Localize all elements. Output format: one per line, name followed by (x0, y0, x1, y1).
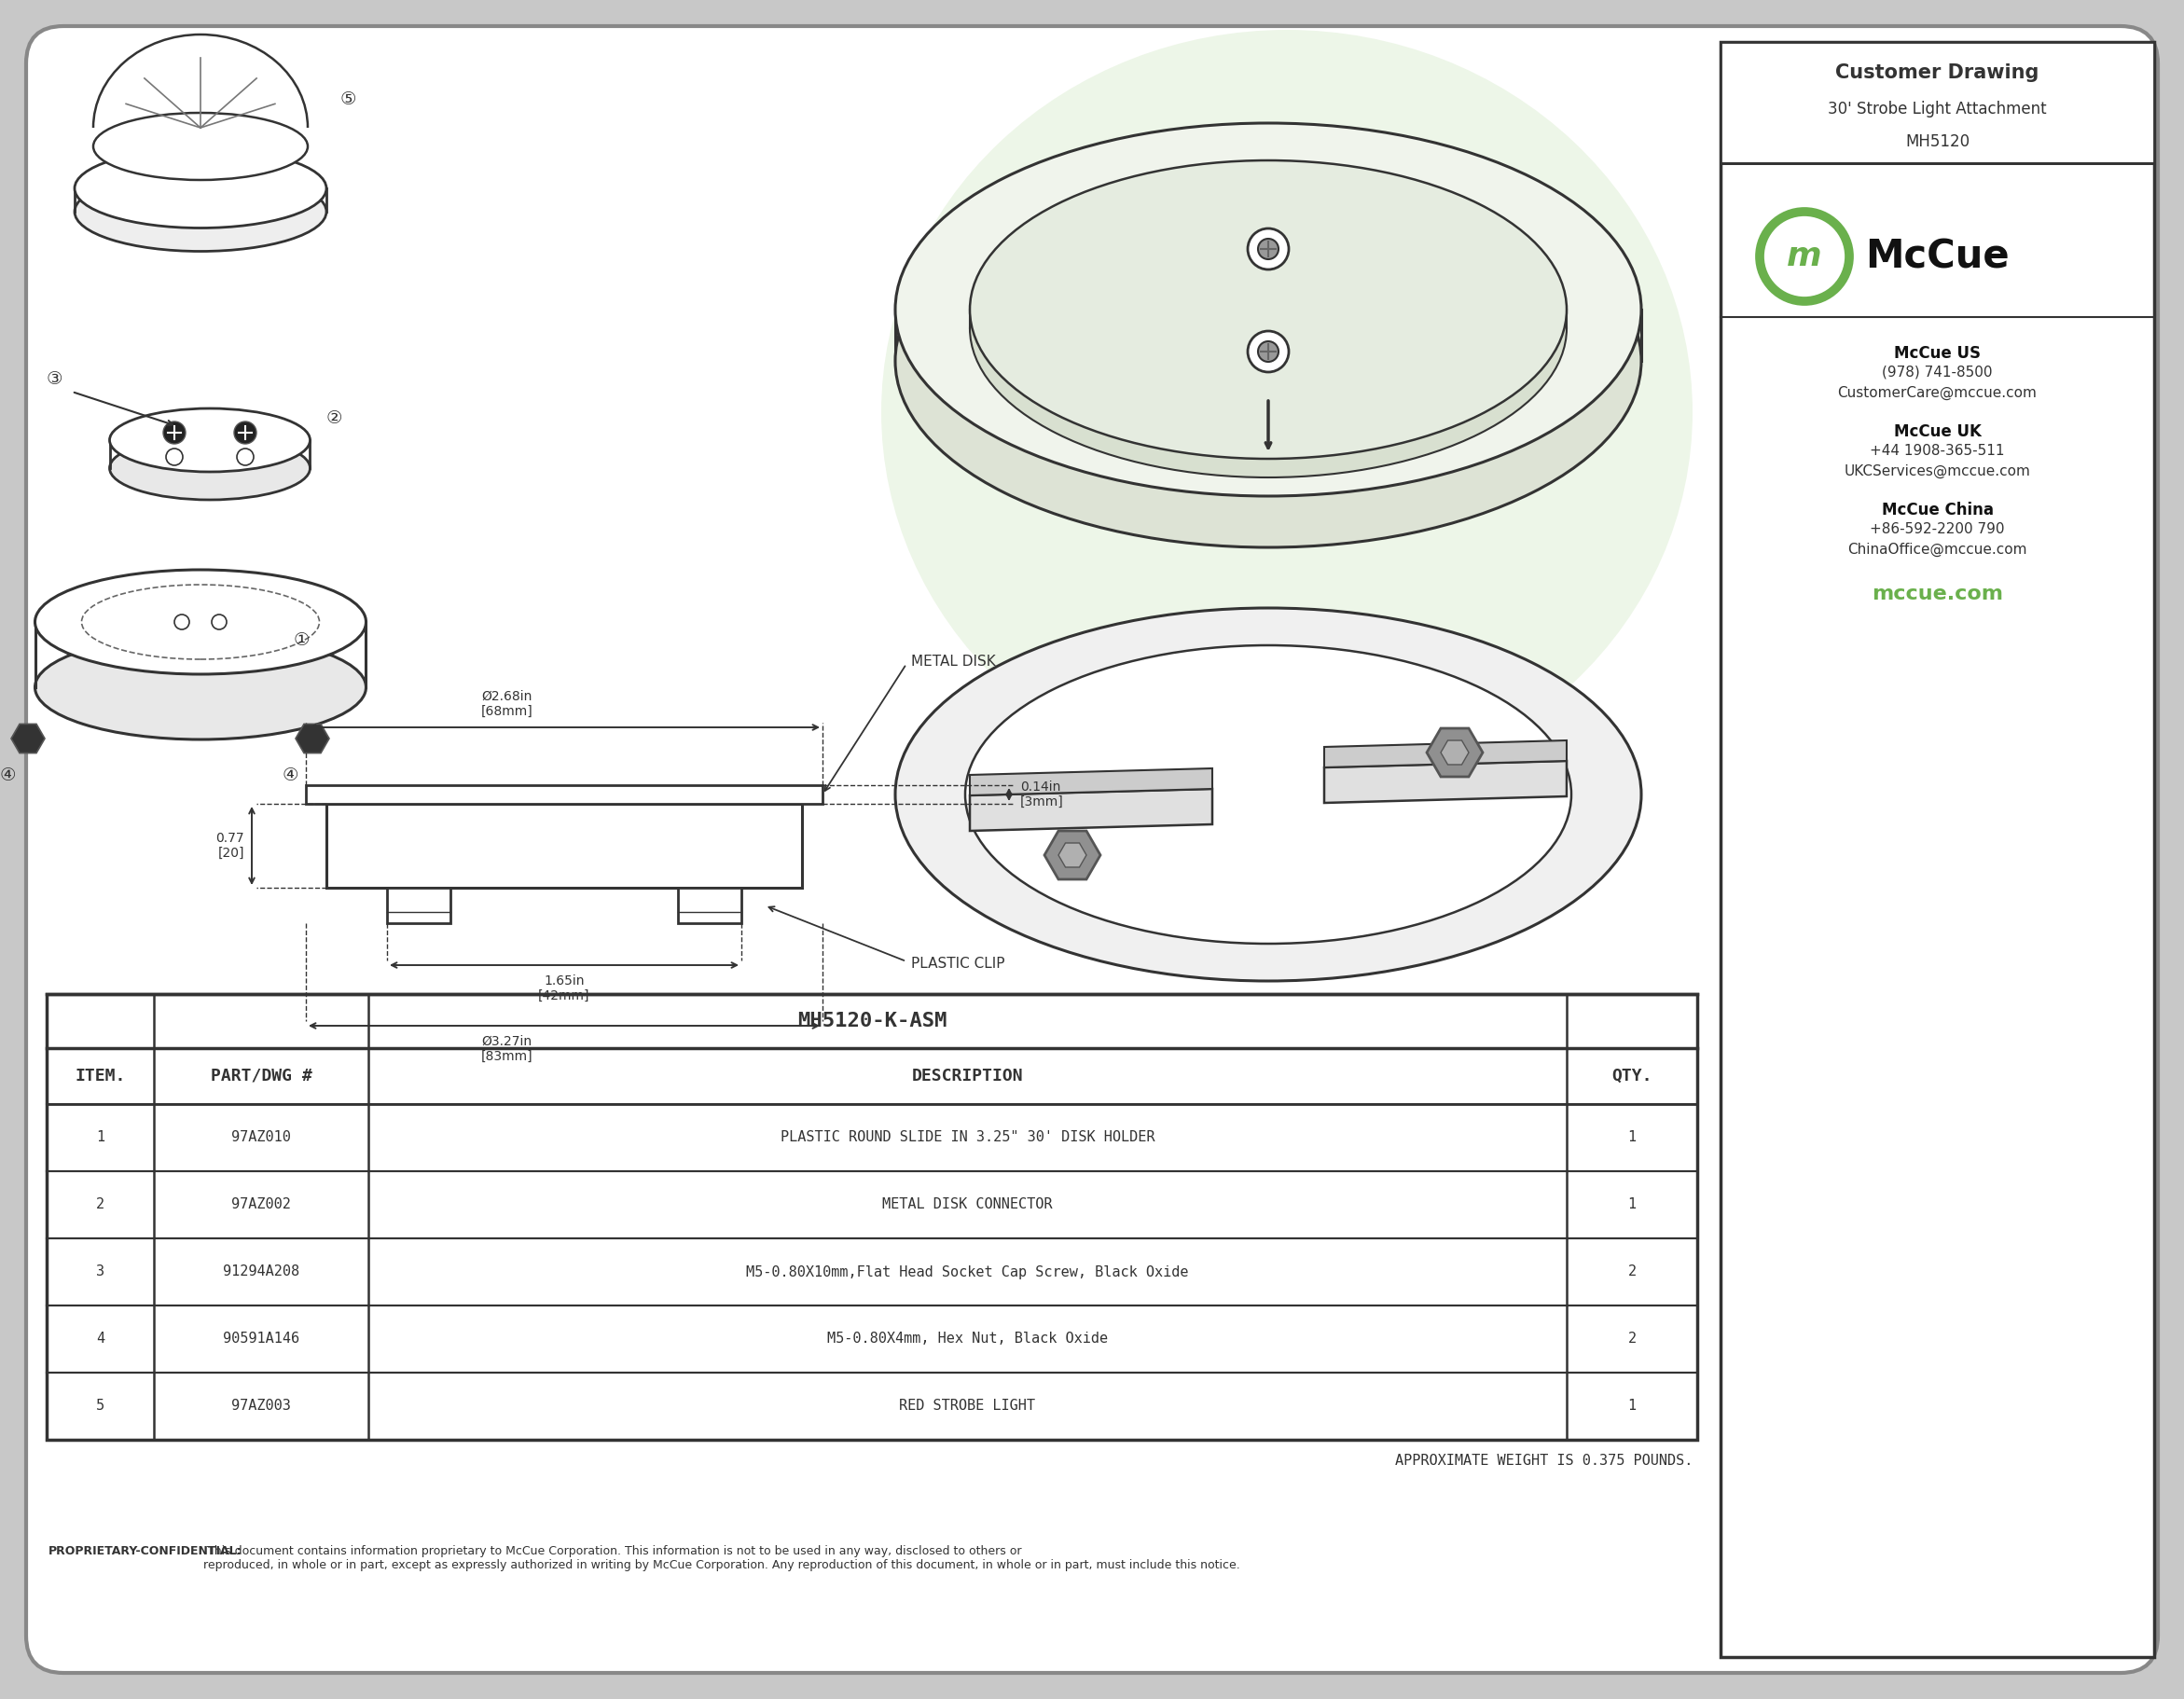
Text: 1.65in
[42mm]: 1.65in [42mm] (537, 975, 590, 1002)
Ellipse shape (970, 160, 1566, 459)
Text: Ø3.27in
[83mm]: Ø3.27in [83mm] (480, 1035, 533, 1064)
Text: ①: ① (295, 632, 310, 649)
Text: QTY.: QTY. (1612, 1067, 1653, 1084)
Text: MH5120: MH5120 (1904, 133, 1970, 150)
Polygon shape (1324, 761, 1566, 804)
Text: ChinaOffice@mccue.com: ChinaOffice@mccue.com (1848, 542, 2027, 557)
Text: 97AZ002: 97AZ002 (232, 1198, 290, 1211)
Text: 1: 1 (1627, 1198, 1636, 1211)
Text: CustomerCare@mccue.com: CustomerCare@mccue.com (1837, 386, 2038, 401)
Bar (387, 889, 450, 923)
Text: 0.77
[20]: 0.77 [20] (216, 833, 245, 860)
Text: McCue UK: McCue UK (1894, 423, 1981, 440)
Text: 1: 1 (1627, 1130, 1636, 1145)
Text: +44 1908-365-511: +44 1908-365-511 (1870, 443, 2005, 457)
Polygon shape (970, 768, 1212, 795)
Text: ④: ④ (282, 766, 299, 785)
Ellipse shape (895, 175, 1640, 547)
Text: +86-592-2200 790: +86-592-2200 790 (1870, 522, 2005, 537)
Bar (46, 994, 1697, 1439)
Text: 30' Strobe Light Attachment: 30' Strobe Light Attachment (1828, 100, 2046, 117)
Text: This document contains information proprietary to McCue Corporation. This inform: This document contains information propr… (203, 1544, 1241, 1572)
Circle shape (166, 449, 183, 466)
Text: M5-0.80X10mm,Flat Head Socket Cap Screw, Black Oxide: M5-0.80X10mm,Flat Head Socket Cap Screw,… (747, 1266, 1188, 1279)
Polygon shape (1324, 741, 1566, 768)
Text: 97AZ003: 97AZ003 (232, 1400, 290, 1414)
Text: METAL DISK CONNECTOR: METAL DISK CONNECTOR (882, 1198, 1053, 1211)
Text: ②: ② (325, 409, 343, 426)
Ellipse shape (109, 408, 310, 472)
Ellipse shape (35, 635, 367, 739)
Polygon shape (970, 788, 1212, 831)
Circle shape (1247, 228, 1289, 270)
Ellipse shape (74, 172, 325, 251)
Ellipse shape (74, 150, 325, 228)
Circle shape (212, 615, 227, 629)
Ellipse shape (882, 31, 1693, 795)
Circle shape (1760, 212, 1850, 301)
Text: 91294A208: 91294A208 (223, 1266, 299, 1279)
Text: DESCRIPTION: DESCRIPTION (911, 1067, 1024, 1084)
Ellipse shape (895, 122, 1640, 496)
FancyBboxPatch shape (26, 25, 2158, 1674)
Text: METAL DISK: METAL DISK (911, 656, 996, 669)
Text: PART/DWG #: PART/DWG # (210, 1067, 312, 1084)
Text: m: m (1787, 241, 1821, 272)
Text: 1: 1 (1627, 1400, 1636, 1414)
Bar (306, 785, 823, 804)
Circle shape (175, 615, 190, 629)
Ellipse shape (94, 112, 308, 180)
Circle shape (1247, 331, 1289, 372)
Text: PLASTIC ROUND SLIDE IN 3.25" 30' DISK HOLDER: PLASTIC ROUND SLIDE IN 3.25" 30' DISK HO… (780, 1130, 1155, 1145)
Bar (1721, 42, 2153, 1657)
Circle shape (164, 421, 186, 443)
Text: ③: ③ (46, 370, 63, 387)
Text: ④: ④ (0, 766, 15, 785)
Text: 2: 2 (96, 1198, 105, 1211)
Circle shape (1258, 341, 1278, 362)
Bar (677, 889, 740, 923)
Text: Customer Drawing: Customer Drawing (1835, 63, 2040, 82)
Text: McCue US: McCue US (1894, 345, 1981, 362)
Text: PLASTIC CLIP: PLASTIC CLIP (911, 957, 1005, 970)
Text: 2: 2 (1627, 1266, 1636, 1279)
Text: McCue China: McCue China (1880, 501, 1994, 518)
Text: 3: 3 (96, 1266, 105, 1279)
Circle shape (234, 421, 256, 443)
Text: PROPRIETARY-CONFIDENTIAL:: PROPRIETARY-CONFIDENTIAL: (48, 1544, 242, 1558)
Text: mccue.com: mccue.com (1872, 584, 2003, 603)
Ellipse shape (895, 608, 1640, 980)
Ellipse shape (35, 569, 367, 675)
Text: 5: 5 (96, 1400, 105, 1414)
Text: ITEM.: ITEM. (74, 1067, 127, 1084)
Bar (1721, 42, 2153, 163)
Circle shape (1258, 240, 1278, 260)
Text: ⑤: ⑤ (341, 92, 356, 109)
Text: 4: 4 (96, 1332, 105, 1346)
Text: Ø2.68in
[68mm]: Ø2.68in [68mm] (480, 690, 533, 719)
Bar (325, 804, 802, 889)
Ellipse shape (970, 178, 1566, 477)
Text: (978) 741-8500: (978) 741-8500 (1883, 365, 1992, 379)
Text: 90591A146: 90591A146 (223, 1332, 299, 1346)
Text: APPROXIMATE WEIGHT IS 0.375 POUNDS.: APPROXIMATE WEIGHT IS 0.375 POUNDS. (1396, 1454, 1693, 1468)
Circle shape (236, 449, 253, 466)
Text: 2: 2 (1627, 1332, 1636, 1346)
Text: M5-0.80X4mm, Hex Nut, Black Oxide: M5-0.80X4mm, Hex Nut, Black Oxide (828, 1332, 1107, 1346)
Ellipse shape (965, 646, 1570, 943)
Text: McCue: McCue (1865, 236, 2009, 275)
Text: 97AZ010: 97AZ010 (232, 1130, 290, 1145)
Text: MH5120-K-ASM: MH5120-K-ASM (797, 1011, 946, 1030)
Text: 0.14in
[3mm]: 0.14in [3mm] (1020, 780, 1064, 809)
Text: RED STROBE LIGHT: RED STROBE LIGHT (900, 1400, 1035, 1414)
Text: 1: 1 (96, 1130, 105, 1145)
Text: UKCServices@mccue.com: UKCServices@mccue.com (1843, 464, 2031, 479)
Ellipse shape (109, 437, 310, 500)
